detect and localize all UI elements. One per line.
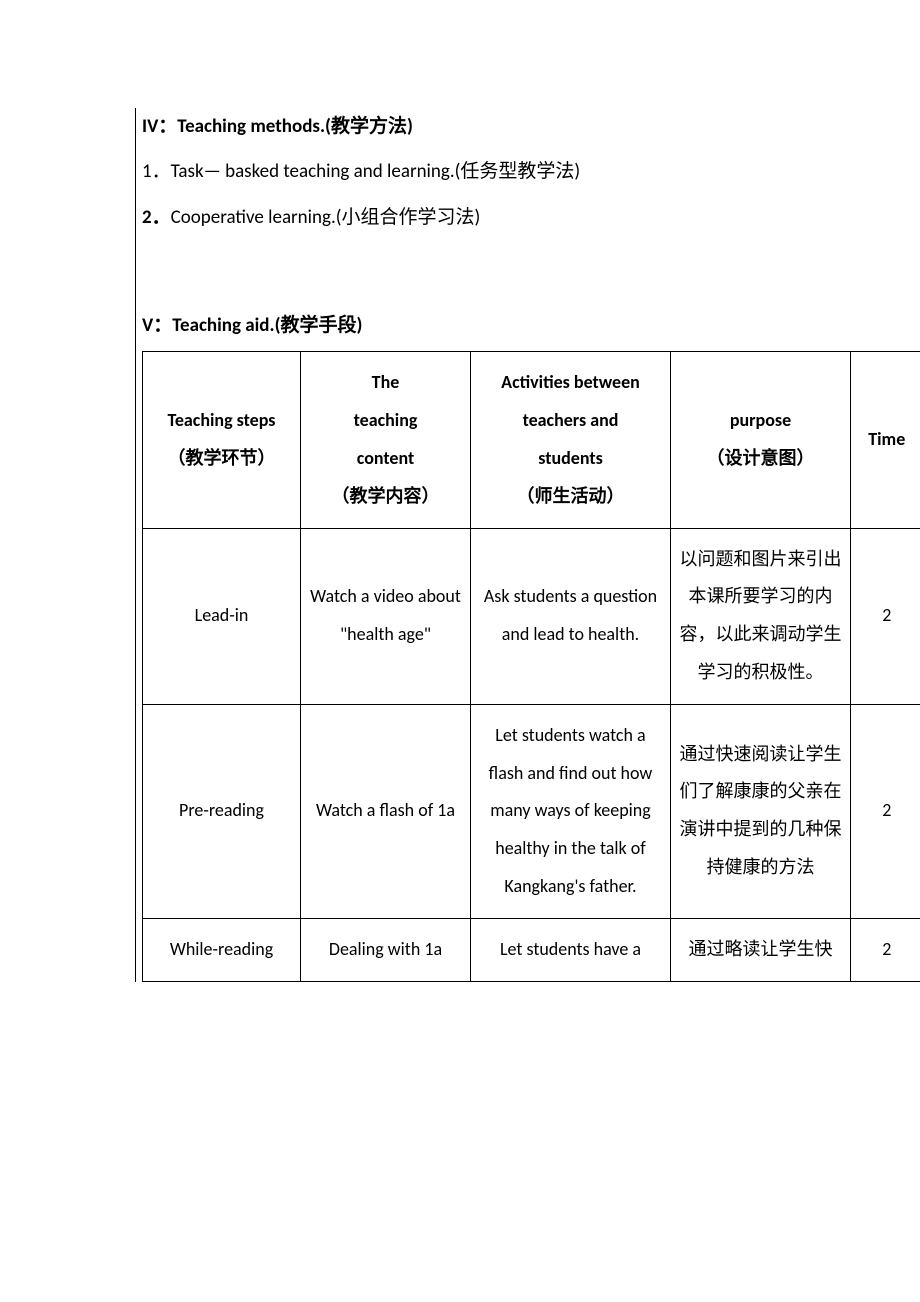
cell-activity: Let students watch a flash and find out …	[471, 704, 671, 918]
header-steps-cn: （教学环节）	[168, 448, 276, 468]
method-item-2: 2．Cooperative learning.(小组合作学习法)	[142, 196, 920, 240]
header-activities-en2: teachers and	[523, 409, 619, 431]
header-content-en2: teaching	[354, 409, 418, 431]
header-content-en3: content	[357, 447, 414, 469]
header-time: Time	[851, 352, 920, 528]
table-header-row: Teaching steps （教学环节） The teaching conte…	[143, 352, 920, 528]
cell-step: While-reading	[143, 918, 301, 981]
header-activities-en3: students	[538, 447, 603, 469]
header-activities-cn: （师生活动）	[517, 486, 625, 506]
header-purpose-cn: （设计意图）	[707, 448, 815, 468]
header-time-text: Time	[868, 428, 905, 450]
table-row: Pre-reading Watch a flash of 1a Let stud…	[143, 704, 920, 918]
lesson-plan-table: Teaching steps （教学环节） The teaching conte…	[142, 351, 920, 981]
cell-content: Watch a flash of 1a	[301, 704, 471, 918]
method-1-text: Task— basked teaching and learning.(任务型教…	[171, 160, 581, 183]
header-content: The teaching content （教学内容）	[301, 352, 471, 528]
cell-time: 2	[851, 704, 920, 918]
cell-step: Pre-reading	[143, 704, 301, 918]
method-item-1: 1．Task— basked teaching and learning.(任务…	[142, 150, 920, 194]
method-2-prefix: 2．	[142, 206, 171, 229]
cell-purpose: 通过略读让学生快	[671, 918, 851, 981]
method-2-text: Cooperative learning.(小组合作学习法)	[171, 206, 481, 229]
header-content-cn: （教学内容）	[332, 486, 440, 506]
header-activities-en1: Activities between	[501, 371, 640, 393]
cell-purpose: 通过快速阅读让学生们了解康康的父亲在演讲中提到的几种保持健康的方法	[671, 704, 851, 918]
cell-time: 2	[851, 528, 920, 704]
header-steps: Teaching steps （教学环节）	[143, 352, 301, 528]
cell-purpose: 以问题和图片来引出本课所要学习的内容，以此来调动学生学习的积极性。	[671, 528, 851, 704]
cell-step: Lead-in	[143, 528, 301, 704]
table-row: Lead-in Watch a video about "health age"…	[143, 528, 920, 704]
header-activities: Activities between teachers and students…	[471, 352, 671, 528]
cell-activity: Ask students a question and lead to heal…	[471, 528, 671, 704]
section-v-heading: V：Teaching aid.(教学手段)	[142, 307, 920, 345]
header-purpose-en: purpose	[730, 409, 791, 431]
method-1-prefix: 1．	[142, 160, 171, 183]
cell-content: Watch a video about "health age"	[301, 528, 471, 704]
header-steps-en: Teaching steps	[168, 409, 276, 431]
cell-time: 2	[851, 918, 920, 981]
section-spacer	[142, 241, 920, 299]
header-content-en1: The	[372, 371, 400, 393]
table-row: While-reading Dealing with 1a Let studen…	[143, 918, 920, 981]
header-purpose: purpose （设计意图）	[671, 352, 851, 528]
document-page: IV：Teaching methods.(教学方法) 1．Task— baske…	[0, 0, 920, 1022]
cell-content: Dealing with 1a	[301, 918, 471, 981]
left-indented-content: IV：Teaching methods.(教学方法) 1．Task— baske…	[135, 108, 920, 982]
section-iv-heading: IV：Teaching methods.(教学方法)	[142, 108, 920, 146]
cell-activity: Let students have a	[471, 918, 671, 981]
